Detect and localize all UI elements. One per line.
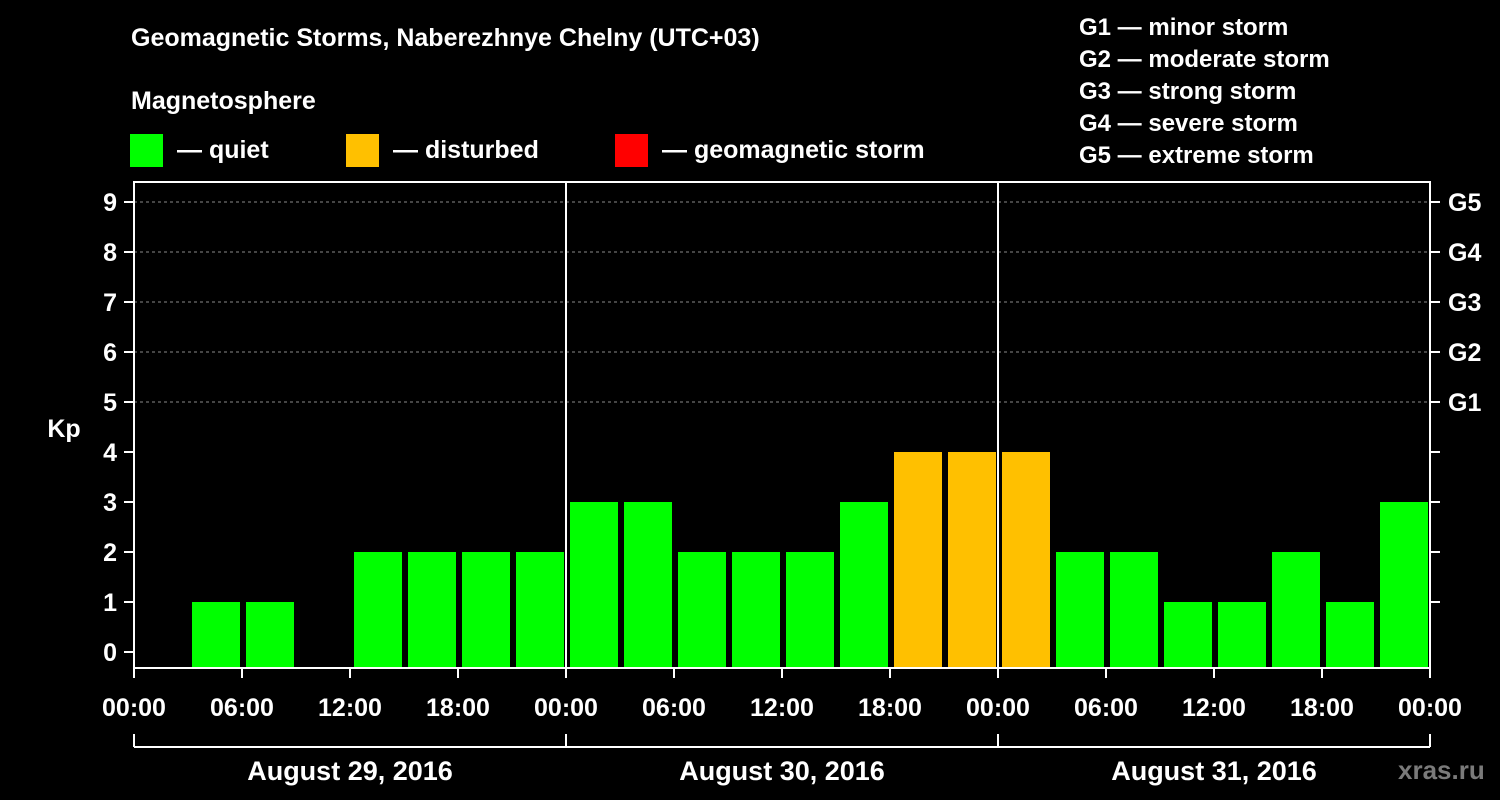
- legend-storm-swatch: [615, 133, 648, 167]
- chart-title: Geomagnetic Storms, Naberezhnye Chelny (…: [131, 24, 760, 52]
- legend-storm-label: — geomagnetic storm: [662, 135, 925, 164]
- kp-bar-20: [1218, 602, 1266, 668]
- y-tick-label-2: 2: [103, 539, 117, 567]
- y-tick-label-7: 7: [103, 289, 117, 317]
- storm-scale-legend: G1 — minor storm G2 — moderate storm G3 …: [1079, 14, 1330, 174]
- date-label-0: August 29, 2016: [247, 756, 453, 786]
- x-tick-label-2: 12:00: [318, 694, 382, 722]
- x-tick-label-9: 06:00: [1074, 694, 1138, 722]
- y-tick-label-4: 4: [103, 439, 117, 467]
- y-tick-label-6: 6: [103, 339, 117, 367]
- x-tick-label-7: 18:00: [858, 694, 922, 722]
- y-tick-label-8: 8: [103, 239, 117, 267]
- storm-scale-g3: G3 — strong storm: [1079, 78, 1297, 105]
- kp-bars: [192, 452, 1428, 668]
- kp-bar-10: [678, 552, 726, 668]
- grid-lines: [134, 201, 1430, 403]
- watermark: xras.ru: [1398, 755, 1485, 785]
- y-tick-label-3: 3: [103, 489, 117, 517]
- storm-scale-g1: G1 — minor storm: [1079, 14, 1289, 41]
- x-tick-label-5: 06:00: [642, 694, 706, 722]
- legend-quiet: — quiet: [130, 133, 269, 167]
- kp-bar-18: [1110, 552, 1158, 668]
- magnetosphere-heading: Magnetosphere: [131, 87, 316, 115]
- legend-quiet-label: — quiet: [177, 135, 269, 164]
- x-tick-label-11: 18:00: [1290, 694, 1354, 722]
- kp-bar-15: [948, 452, 996, 668]
- x-tick-label-1: 06:00: [210, 694, 274, 722]
- x-tick-label-4: 00:00: [534, 694, 598, 722]
- kp-bar-19: [1164, 602, 1212, 668]
- y-axis-label: Kp: [47, 415, 80, 443]
- right-tick-label-g1: G1: [1448, 389, 1481, 417]
- x-tick-label-8: 00:00: [966, 694, 1030, 722]
- kp-bar-2: [246, 602, 294, 668]
- kp-bar-5: [408, 552, 456, 668]
- right-tick-label-g4: G4: [1448, 239, 1481, 267]
- kp-bar-21: [1272, 552, 1320, 668]
- x-tick-label-0: 00:00: [102, 694, 166, 722]
- kp-bar-16: [1002, 452, 1050, 668]
- legend-storm: — geomagnetic storm: [615, 133, 925, 167]
- kp-bar-17: [1056, 552, 1104, 668]
- kp-bar-11: [732, 552, 780, 668]
- right-tick-label-g5: G5: [1448, 189, 1481, 217]
- storm-scale-g4: G4 — severe storm: [1079, 110, 1298, 137]
- axes: 0 1 2 3 4 5 6 7 8 9 G1 G2 G3 G4 G5 00:00 06:00 12:00 18:00…: [102, 181, 1481, 786]
- kp-bar-12: [786, 552, 834, 668]
- x-tick-label-6: 12:00: [750, 694, 814, 722]
- y-tick-label-9: 9: [103, 189, 117, 217]
- kp-bar-22: [1326, 602, 1374, 668]
- kp-bar-13: [840, 502, 888, 668]
- x-tick-label-10: 12:00: [1182, 694, 1246, 722]
- kp-bar-23: [1380, 502, 1428, 668]
- plot-frame: [133, 181, 1431, 669]
- legend-disturbed-swatch: [346, 133, 379, 167]
- legend-quiet-swatch: [130, 133, 163, 167]
- kp-bar-14: [894, 452, 942, 668]
- y-tick-label-0: 0: [103, 639, 117, 667]
- kp-bar-8: [570, 502, 618, 668]
- y-tick-label-5: 5: [103, 389, 117, 417]
- right-tick-label-g2: G2: [1448, 339, 1481, 367]
- kp-bar-7: [516, 552, 564, 668]
- kp-bar-6: [462, 552, 510, 668]
- y-tick-label-1: 1: [103, 589, 117, 617]
- legend-disturbed-label: — disturbed: [393, 135, 539, 164]
- x-tick-label-3: 18:00: [426, 694, 490, 722]
- storm-scale-g5: G5 — extreme storm: [1079, 142, 1314, 169]
- kp-bar-4: [354, 552, 402, 668]
- storm-scale-g2: G2 — moderate storm: [1079, 46, 1330, 73]
- date-label-2: August 31, 2016: [1111, 756, 1317, 786]
- kp-bar-9: [624, 502, 672, 668]
- right-tick-label-g3: G3: [1448, 289, 1481, 317]
- kp-bar-1: [192, 602, 240, 668]
- legend-disturbed: — disturbed: [346, 133, 539, 167]
- date-label-1: August 30, 2016: [679, 756, 885, 786]
- x-tick-label-12: 00:00: [1398, 694, 1462, 722]
